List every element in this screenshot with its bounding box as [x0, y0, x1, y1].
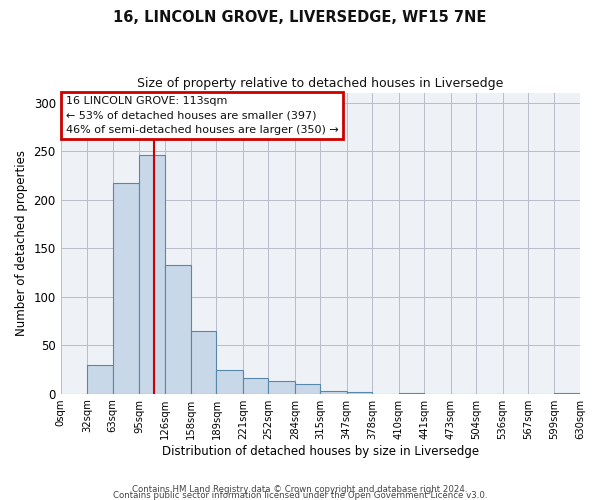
Bar: [113, 184, 139, 394]
Bar: [243, 378, 268, 394]
Bar: [320, 391, 347, 394]
Text: Contains public sector information licensed under the Open Government Licence v3: Contains public sector information licen…: [113, 490, 487, 500]
Bar: [268, 381, 295, 394]
Bar: [164, 264, 191, 394]
Bar: [217, 370, 243, 394]
Y-axis label: Number of detached properties: Number of detached properties: [15, 150, 28, 336]
Bar: [398, 392, 424, 394]
Bar: [139, 155, 164, 394]
X-axis label: Distribution of detached houses by size in Liversedge: Distribution of detached houses by size …: [162, 444, 479, 458]
Bar: [295, 384, 320, 394]
Bar: [347, 392, 372, 394]
Bar: [191, 330, 217, 394]
Text: 16 LINCOLN GROVE: 113sqm
← 53% of detached houses are smaller (397)
46% of semi-: 16 LINCOLN GROVE: 113sqm ← 53% of detach…: [66, 96, 338, 135]
Text: 16, LINCOLN GROVE, LIVERSEDGE, WF15 7NE: 16, LINCOLN GROVE, LIVERSEDGE, WF15 7NE: [113, 10, 487, 25]
Title: Size of property relative to detached houses in Liversedge: Size of property relative to detached ho…: [137, 78, 503, 90]
Text: Contains HM Land Registry data © Crown copyright and database right 2024.: Contains HM Land Registry data © Crown c…: [132, 484, 468, 494]
Bar: [554, 392, 580, 394]
Bar: [87, 364, 113, 394]
